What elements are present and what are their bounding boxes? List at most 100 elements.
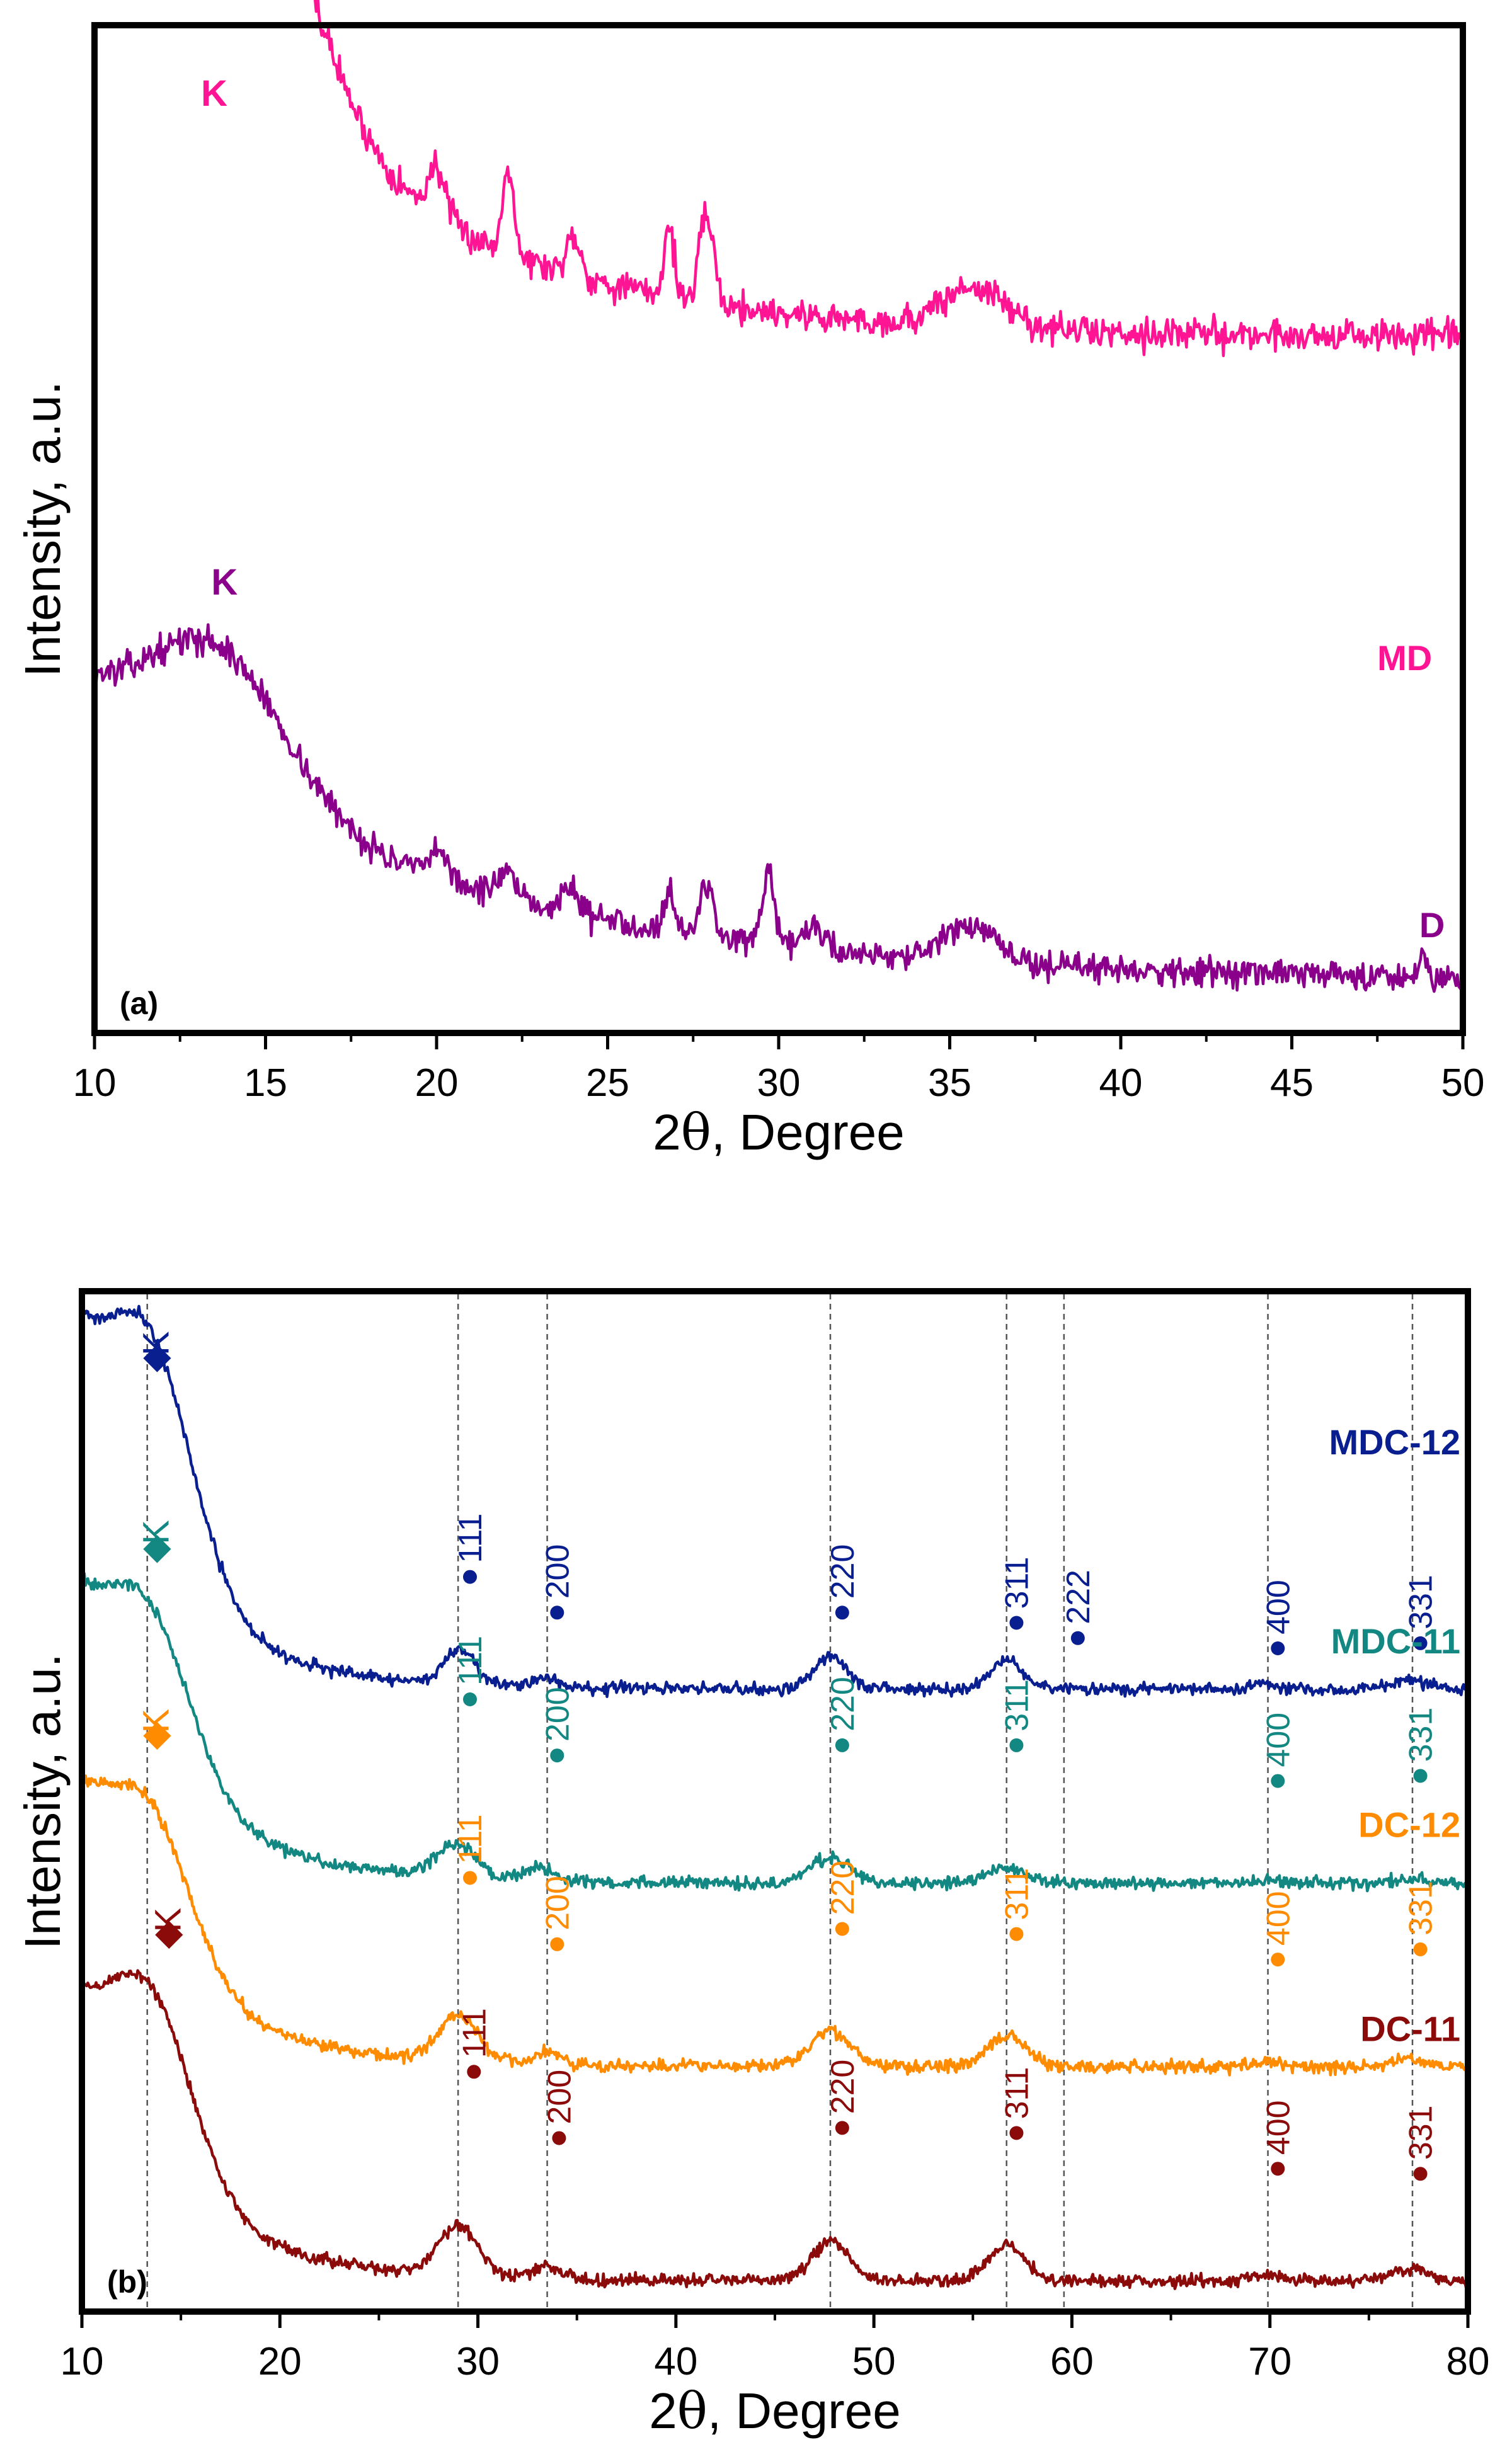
hkl-marker-dot bbox=[550, 1606, 564, 1620]
hkl-marker-dot bbox=[1271, 2162, 1285, 2176]
hkl-marker-dot bbox=[1271, 1953, 1285, 1967]
hkl-label: 400 bbox=[1260, 2100, 1297, 2155]
hkl-label: 311 bbox=[999, 2067, 1035, 2119]
theta-symbol: θ bbox=[681, 1103, 711, 1161]
x-tick-label: 40 bbox=[654, 2340, 697, 2383]
diamond-marker-icon: ◆ bbox=[143, 1526, 171, 1566]
x-tick-label: 50 bbox=[1441, 1061, 1485, 1105]
kaolinite-peak-label: K bbox=[211, 562, 238, 603]
x-axis-title: 2θ, Degree bbox=[653, 1103, 905, 1161]
hkl-label: 220 bbox=[825, 1861, 861, 1915]
x-tick-label: 50 bbox=[852, 2340, 896, 2383]
x-tick-label: 40 bbox=[1099, 1061, 1143, 1105]
x-tick-label: 10 bbox=[73, 1061, 117, 1105]
series-line-dc-11 bbox=[81, 1969, 1469, 2290]
series-line-dc-12 bbox=[81, 1774, 1469, 2077]
x-axis-title-prefix: 2 bbox=[653, 1104, 681, 1160]
hkl-label: 222 bbox=[1060, 1570, 1097, 1624]
hkl-marker-dot bbox=[1413, 1769, 1428, 1783]
hkl-label: 111 bbox=[456, 2008, 493, 2058]
series-line-d bbox=[93, 623, 1465, 993]
hkl-label: 400 bbox=[1260, 1580, 1297, 1634]
plot-frame bbox=[91, 22, 1466, 1036]
series-label: DC-12 bbox=[1358, 1805, 1460, 1845]
hkl-label: 311 bbox=[999, 1557, 1035, 1609]
hkl-marker-dot bbox=[552, 2131, 566, 2145]
hkl-label: 200 bbox=[541, 2070, 578, 2125]
hkl-marker-dot bbox=[463, 1692, 477, 1706]
kaolinite-peak-label: K bbox=[147, 1907, 188, 1932]
hkl-marker-dot bbox=[463, 1871, 477, 1885]
hkl-marker-dot bbox=[1271, 1774, 1285, 1788]
y-axis-title: Intensity, a.u. bbox=[14, 381, 71, 677]
series-label: DC-11 bbox=[1360, 2009, 1460, 2049]
hkl-marker-dot bbox=[1413, 1636, 1428, 1650]
hkl-marker-dot bbox=[1009, 2126, 1024, 2140]
hkl-marker-dot bbox=[467, 2065, 481, 2079]
hkl-marker-dot bbox=[550, 1937, 564, 1951]
kaolinite-peak-label: K bbox=[135, 1709, 176, 1733]
series-label: MD bbox=[1377, 638, 1432, 678]
hkl-label: 220 bbox=[825, 1677, 861, 1731]
hkl-label: 311 bbox=[999, 1679, 1035, 1731]
x-axis-title-suffix: , Degree bbox=[707, 2383, 901, 2439]
y-axis-title: Intensity, a.u. bbox=[14, 1653, 71, 1949]
hkl-marker-dot bbox=[1009, 1616, 1024, 1630]
hkl-label: 331 bbox=[1403, 1575, 1440, 1629]
diamond-marker-icon: ◆ bbox=[143, 1713, 171, 1754]
hkl-label: 200 bbox=[539, 1544, 576, 1599]
series-label: MDC-11 bbox=[1331, 1621, 1460, 1661]
diamond-marker-icon: ◆ bbox=[155, 1912, 183, 1953]
hkl-marker-dot bbox=[1070, 1631, 1085, 1645]
plot-frame bbox=[79, 1288, 1471, 2315]
hkl-label: 220 bbox=[825, 1544, 861, 1599]
hkl-label: 200 bbox=[539, 1687, 576, 1742]
hkl-marker-dot bbox=[550, 1748, 564, 1763]
hkl-label: 111 bbox=[452, 1814, 489, 1864]
x-tick-label: 45 bbox=[1270, 1061, 1314, 1105]
hkl-label: 111 bbox=[452, 1514, 489, 1563]
x-axis-title-prefix: 2 bbox=[649, 2383, 677, 2439]
theta-symbol: θ bbox=[677, 2381, 707, 2440]
hkl-label: 220 bbox=[825, 2060, 861, 2114]
x-axis-title-suffix: , Degree bbox=[711, 1104, 905, 1160]
x-tick-label: 15 bbox=[244, 1061, 287, 1105]
hkl-marker-dot bbox=[1413, 2167, 1428, 2181]
x-tick-label: 30 bbox=[757, 1061, 801, 1105]
hkl-marker-dot bbox=[1009, 1738, 1024, 1752]
kaolinite-peak-label: K bbox=[135, 1520, 176, 1544]
series-line-mdc-11 bbox=[81, 1571, 1469, 1893]
hkl-marker-dot bbox=[835, 1738, 849, 1752]
hkl-marker-dot bbox=[463, 1570, 477, 1584]
x-tick-label: 10 bbox=[60, 2340, 104, 2383]
series-line-mdc-12 bbox=[81, 1304, 1469, 1698]
hkl-label: 111 bbox=[452, 1636, 489, 1685]
kaolinite-peak-label: K bbox=[201, 73, 227, 114]
panel-a: K MD K D 10 15 20 25 30 35 40 45 50 (a) 2θ, Degree Inte… bbox=[14, 0, 1484, 1161]
hkl-marker-dot bbox=[1271, 1641, 1285, 1655]
hkl-label: 200 bbox=[539, 1876, 576, 1931]
panel-label: (b) bbox=[107, 2264, 147, 2300]
hkl-marker-dot bbox=[1009, 1927, 1024, 1941]
series-label: MDC-12 bbox=[1329, 1422, 1460, 1462]
series-line-md bbox=[313, 0, 1465, 358]
x-tick-label: 25 bbox=[586, 1061, 629, 1105]
hkl-label: 400 bbox=[1260, 1891, 1297, 1946]
hkl-label: 331 bbox=[1403, 1708, 1440, 1762]
x-tick-label: 20 bbox=[258, 2340, 302, 2383]
hkl-label: 400 bbox=[1260, 1713, 1297, 1767]
hkl-label: 331 bbox=[1403, 1881, 1440, 1936]
series-label: D bbox=[1419, 905, 1445, 945]
hkl-marker-dot bbox=[835, 1922, 849, 1936]
x-tick-label: 20 bbox=[415, 1061, 459, 1105]
hkl-label: 311 bbox=[999, 1868, 1035, 1920]
x-tick-label: 35 bbox=[928, 1061, 971, 1105]
panel-label: (a) bbox=[120, 986, 158, 1021]
x-tick-label: 70 bbox=[1248, 2340, 1292, 2383]
x-tick-label: 60 bbox=[1050, 2340, 1094, 2383]
hkl-marker-dot bbox=[1413, 1942, 1428, 1956]
x-tick-label: 80 bbox=[1446, 2340, 1490, 2383]
x-tick-label: 30 bbox=[456, 2340, 500, 2383]
